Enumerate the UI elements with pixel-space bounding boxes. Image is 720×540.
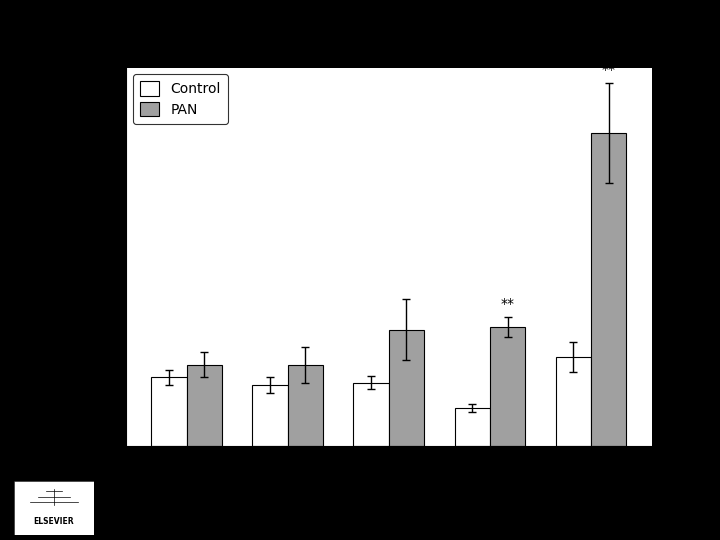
Bar	[354, 382, 389, 446]
Y-axis label: MDA, nmol/mg protein: MDA, nmol/mg protein	[86, 170, 102, 343]
Text: **: **	[500, 297, 515, 311]
Bar	[556, 357, 591, 446]
Bar	[591, 133, 626, 446]
X-axis label: Treatment period, days: Treatment period, days	[300, 477, 478, 492]
Legend: Control, PAN: Control, PAN	[133, 75, 228, 124]
Text: **: **	[602, 63, 616, 77]
Text: ELSEVIER: ELSEVIER	[34, 517, 74, 525]
Bar	[288, 365, 323, 446]
Text: Kidney International 2004 661881-1889DOI: (10.1111/j.1523-1755.2004.00962.x): Kidney International 2004 661881-1889DOI…	[112, 500, 454, 509]
Text: Copyright © 2004 International Society of Nephrology: Copyright © 2004 International Society o…	[112, 513, 339, 522]
Bar	[252, 385, 288, 446]
Bar	[454, 408, 490, 445]
Text: Figure 5: Figure 5	[332, 14, 388, 28]
Bar	[186, 365, 222, 446]
Bar	[151, 377, 186, 446]
Bar	[490, 327, 526, 446]
Bar	[389, 329, 424, 445]
